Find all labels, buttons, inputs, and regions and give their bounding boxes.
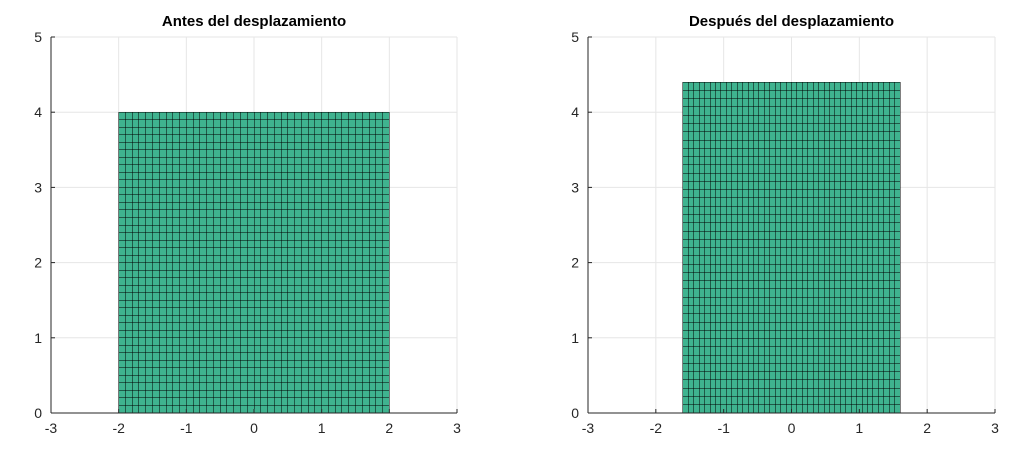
mesh-edges (118, 111, 390, 414)
x-tick-label: 0 (788, 420, 796, 436)
y-tick-label: 1 (34, 330, 42, 346)
x-tick-label: -3 (45, 420, 58, 436)
y-tick-label: 1 (571, 330, 579, 346)
y-tick-label: 2 (571, 255, 579, 271)
x-tick-label: 1 (855, 420, 863, 436)
mesh (682, 81, 901, 414)
x-tick-label: -1 (180, 420, 193, 436)
y-tick-label: 5 (34, 29, 42, 45)
x-tick-label: 0 (250, 420, 258, 436)
x-tick-label: -2 (650, 420, 663, 436)
y-tick-label: 4 (34, 104, 42, 120)
x-tick-label: 2 (923, 420, 931, 436)
chart-title: Antes del desplazamiento (162, 13, 346, 30)
chart-title: Después del desplazamiento (689, 13, 894, 30)
x-tick-label: 3 (453, 420, 461, 436)
y-tick-label: 5 (571, 29, 579, 45)
y-tick-label: 3 (571, 179, 579, 195)
subplot-1: -3 -2 -1 0 1 2 3 0 1 2 3 4 5 Antes del desplazamiento (34, 13, 461, 436)
x-tick-label: -3 (582, 420, 595, 436)
subplot-2: -3 -2 -1 0 1 2 3 0 1 2 3 4 5 Después del desplazamien… (571, 13, 999, 436)
x-tick-label: -1 (717, 420, 730, 436)
y-tick-label: 0 (34, 405, 42, 421)
x-tick-label: 1 (318, 420, 326, 436)
y-tick-label: 3 (34, 179, 42, 195)
y-tick-label: 2 (34, 255, 42, 271)
x-tick-label: 3 (991, 420, 999, 436)
y-tick-label: 4 (571, 104, 579, 120)
y-tick-label: 0 (571, 405, 579, 421)
x-tick-label: 2 (385, 420, 393, 436)
x-tick-label: -2 (112, 420, 125, 436)
mesh (118, 111, 390, 414)
mesh-edges (682, 81, 901, 414)
